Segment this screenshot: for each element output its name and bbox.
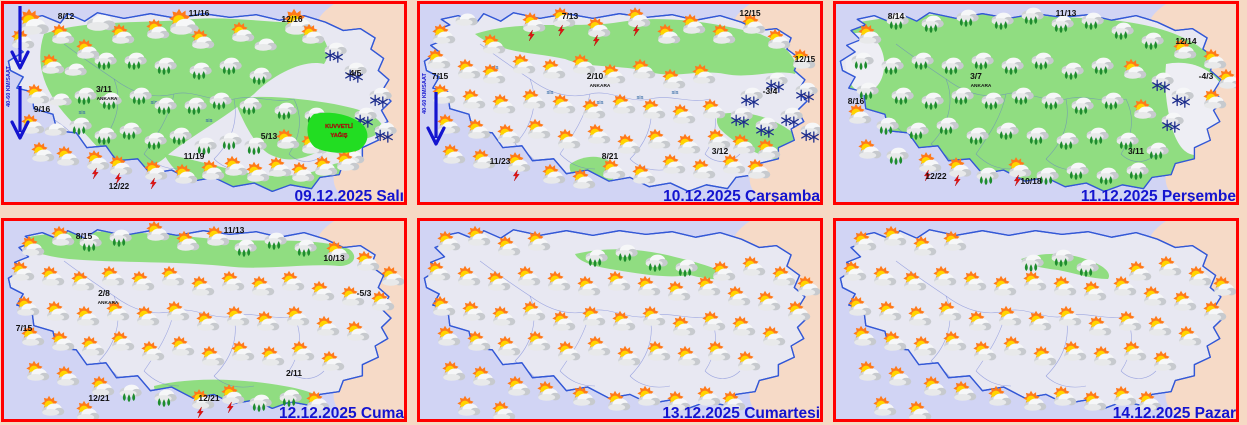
svg-text:3/12: 3/12 — [712, 146, 729, 156]
svg-text:12/16: 12/16 — [281, 14, 303, 24]
svg-text:12/14: 12/14 — [1175, 36, 1197, 46]
svg-text:8/21: 8/21 — [602, 151, 619, 161]
svg-text:10/18: 10/18 — [1020, 176, 1042, 186]
svg-text:SİS: SİS — [79, 110, 86, 115]
svg-text:7/15: 7/15 — [16, 323, 33, 333]
svg-text:10.12.2025 Çarşamba: 10.12.2025 Çarşamba — [663, 188, 820, 205]
svg-text:14.12.2025 Pazar: 14.12.2025 Pazar — [1113, 405, 1236, 422]
svg-text:12/21: 12/21 — [88, 393, 110, 403]
svg-text:10/13: 10/13 — [323, 253, 345, 263]
svg-text:11/16: 11/16 — [189, 8, 210, 18]
svg-text:11/13: 11/13 — [1056, 8, 1077, 18]
svg-text:SİS: SİS — [206, 118, 213, 123]
svg-text:13.12.2025 Cumartesi: 13.12.2025 Cumartesi — [662, 405, 820, 422]
svg-text:11/23: 11/23 — [490, 156, 511, 166]
svg-text:12/15: 12/15 — [739, 8, 761, 18]
svg-text:SİS: SİS — [637, 95, 644, 100]
svg-text:2/8: 2/8 — [98, 288, 110, 298]
svg-text:KUVVETLİ: KUVVETLİ — [325, 123, 353, 130]
svg-text:7/13: 7/13 — [562, 11, 579, 21]
svg-text:SİS: SİS — [597, 100, 604, 105]
svg-text:8/12: 8/12 — [58, 11, 75, 21]
svg-text:12/15: 12/15 — [795, 55, 816, 64]
svg-text:12.12.2025 Cuma: 12.12.2025 Cuma — [279, 405, 404, 422]
svg-text:40-60 KM/SAAT: 40-60 KM/SAAT — [422, 72, 428, 114]
svg-text:3/11: 3/11 — [1128, 146, 1144, 156]
svg-text:3/7: 3/7 — [970, 71, 982, 81]
svg-text:40-60 KM/SAAT: 40-60 KM/SAAT — [6, 65, 12, 107]
svg-text:09.12.2025 Salı: 09.12.2025 Salı — [295, 188, 404, 205]
svg-text:SİS: SİS — [672, 90, 679, 95]
svg-text:-4/3: -4/3 — [1199, 71, 1214, 81]
svg-text:5/13: 5/13 — [261, 131, 278, 141]
svg-text:ANKARA: ANKARA — [97, 96, 118, 102]
svg-text:8/15: 8/15 — [76, 231, 93, 241]
svg-text:-5/3: -5/3 — [357, 288, 372, 298]
svg-text:12/21: 12/21 — [198, 393, 220, 403]
svg-text:ANKARA: ANKARA — [98, 300, 119, 306]
svg-text:ANKARA: ANKARA — [590, 83, 611, 89]
svg-text:2/11: 2/11 — [286, 368, 302, 378]
svg-text:8/16: 8/16 — [848, 96, 865, 106]
svg-text:9/16: 9/16 — [34, 104, 51, 114]
svg-text:ANKARA: ANKARA — [971, 83, 992, 89]
svg-text:11.12.2025 Perşembe: 11.12.2025 Perşembe — [1081, 188, 1237, 205]
svg-text:2/10: 2/10 — [587, 71, 604, 81]
svg-text:YAĞIŞ: YAĞIŞ — [331, 131, 348, 139]
svg-text:SİS: SİS — [547, 90, 554, 95]
svg-text:-3/4: -3/4 — [763, 86, 778, 96]
svg-text:3/11: 3/11 — [96, 84, 112, 94]
svg-text:11/13: 11/13 — [224, 225, 245, 235]
svg-text:12/22: 12/22 — [109, 182, 130, 191]
svg-text:12/22: 12/22 — [925, 171, 947, 181]
svg-text:-4/5: -4/5 — [347, 68, 362, 78]
svg-text:8/14: 8/14 — [888, 11, 905, 21]
svg-text:7/15: 7/15 — [432, 71, 449, 81]
svg-text:11/19: 11/19 — [184, 151, 205, 161]
